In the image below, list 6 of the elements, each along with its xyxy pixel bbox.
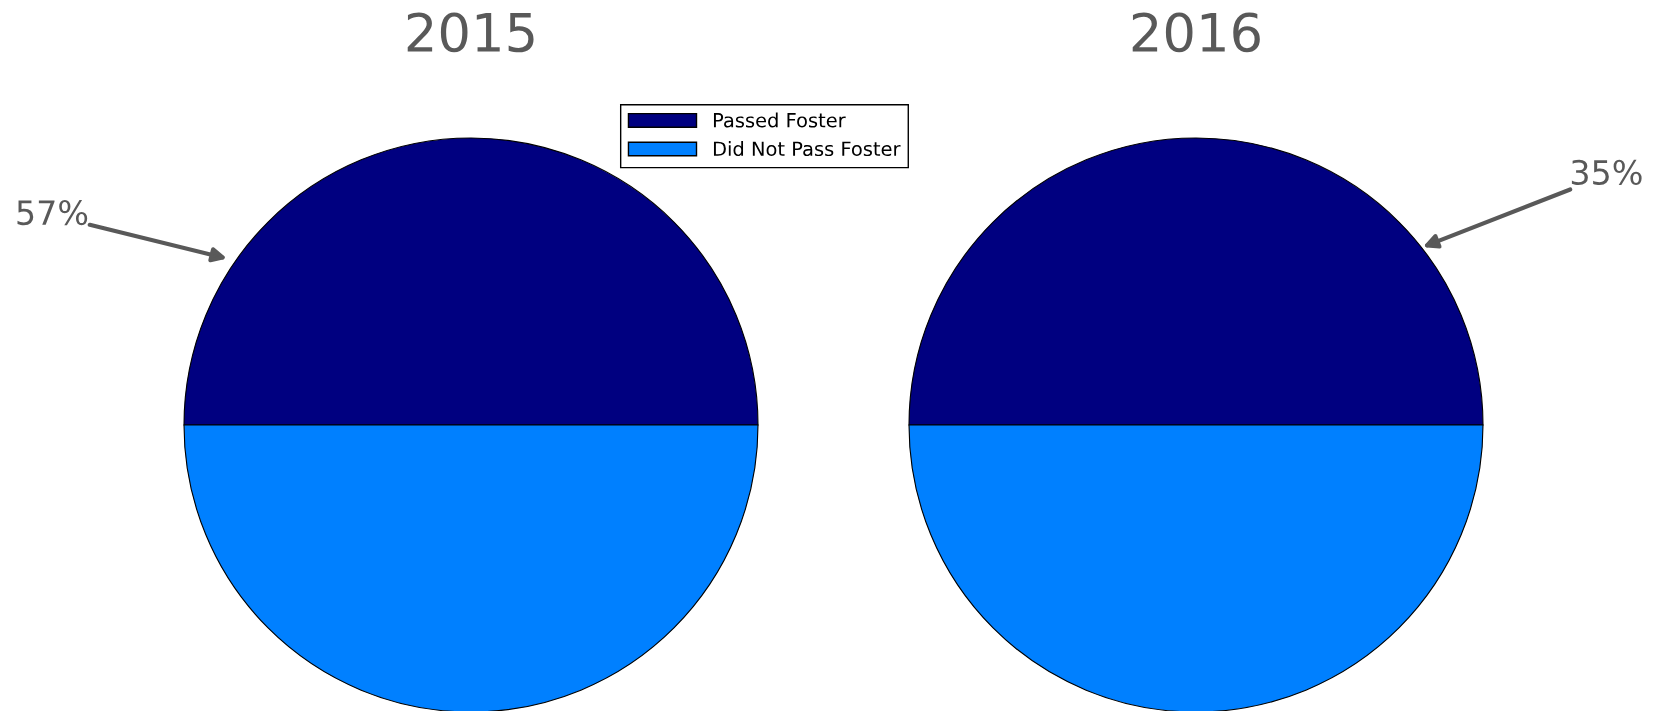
text: 57% (17, 199, 88, 226)
chart-title: 2015 (407, 12, 534, 53)
text: 35% (1571, 159, 1642, 185)
legend-label: Did Not Pass Foster (713, 141, 901, 157)
chart-title: 2016 (1132, 12, 1260, 53)
legend-label: Passed Foster (713, 112, 846, 128)
